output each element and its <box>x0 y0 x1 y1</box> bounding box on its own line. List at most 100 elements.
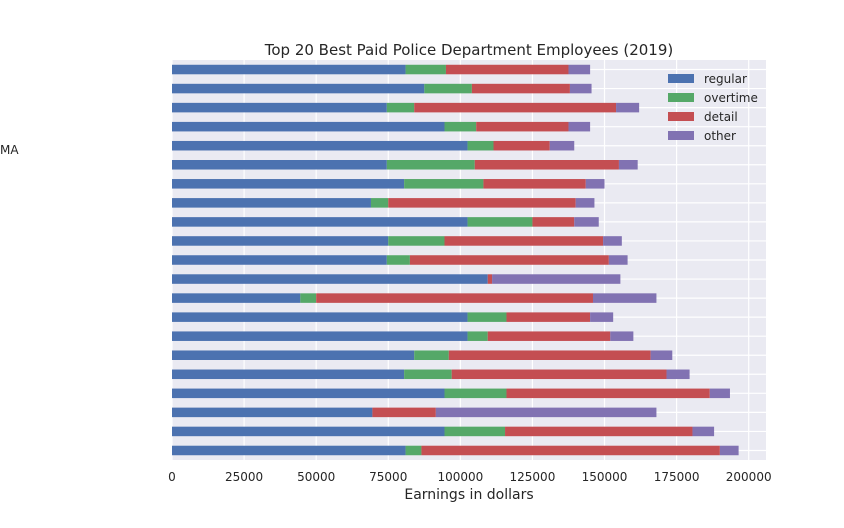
legend-swatch-regular <box>668 74 694 83</box>
bar-segment-regular <box>172 64 406 75</box>
bar-segment-other <box>568 64 591 75</box>
bar-segment-overtime <box>388 236 445 246</box>
bar-segment-overtime <box>467 312 507 322</box>
bar-segment-detail <box>474 160 619 170</box>
bar-segment-detail <box>493 140 550 151</box>
bar-segment-detail <box>505 426 693 437</box>
bar-segment-regular <box>172 426 445 437</box>
bar-segment-other <box>549 140 575 151</box>
bar-segment-detail <box>316 293 593 303</box>
bar-segment-overtime <box>405 445 422 456</box>
bar-segment-regular <box>172 102 387 113</box>
bar-segment-overtime <box>467 140 494 151</box>
bar-segment-overtime <box>414 350 449 360</box>
bar-segment-regular <box>172 255 387 265</box>
legend: regular overtime detail other <box>668 72 758 143</box>
bar-segment-overtime <box>370 198 389 208</box>
bar-segment-other <box>666 369 690 380</box>
bar-segment-other <box>603 236 622 246</box>
x-tick-label: 200000 <box>726 470 772 484</box>
bar-segment-regular <box>172 274 488 284</box>
bar-segment-detail <box>388 198 576 208</box>
bar-segment-detail <box>483 179 586 189</box>
bar-segment-overtime <box>386 255 410 265</box>
bar-segment-detail <box>471 83 570 94</box>
x-tick-label: 125000 <box>510 470 556 484</box>
bar-segment-other <box>709 388 730 399</box>
bar-segment-overtime <box>386 160 475 170</box>
bar-segment-overtime <box>405 64 446 75</box>
x-ticks: 0 25000 50000 75000 100000 125000 150000 175000… <box>168 470 771 484</box>
side-label: MA <box>0 143 19 157</box>
bar-segment-regular <box>172 121 445 132</box>
bar-segment-other <box>492 274 621 284</box>
bar-segment-detail <box>476 121 569 132</box>
bar-segment-detail <box>409 255 609 265</box>
bar-segment-other <box>585 179 605 189</box>
bar-segment-other <box>435 407 657 418</box>
bar-segment-other <box>719 445 739 456</box>
bar-segment-overtime <box>444 121 477 132</box>
bar-segment-other <box>610 331 634 341</box>
legend-label-detail: detail <box>704 110 738 124</box>
bar-segment-regular <box>172 331 468 341</box>
bar-segment-detail <box>414 102 617 113</box>
bar-segment-overtime <box>467 331 488 341</box>
bar-segment-regular <box>172 407 373 418</box>
bar-segment-regular <box>172 293 301 303</box>
bar-segment-regular <box>172 83 425 94</box>
bar-segment-detail <box>532 217 575 227</box>
bar-segment-regular <box>172 198 371 208</box>
bar-segment-overtime <box>444 388 507 399</box>
x-tick-label: 175000 <box>654 470 700 484</box>
x-tick-label: 50000 <box>297 470 335 484</box>
chart-title: Top 20 Best Paid Police Department Emplo… <box>264 41 674 59</box>
bar-segment-regular <box>172 236 389 246</box>
bar-segment-regular <box>172 350 415 360</box>
bar-segment-other <box>575 198 595 208</box>
bar-segment-overtime <box>300 293 317 303</box>
bar-segment-detail <box>506 388 710 399</box>
legend-label-regular: regular <box>704 72 747 86</box>
bar-segment-detail <box>487 331 611 341</box>
bars <box>172 64 739 456</box>
bar-segment-regular <box>172 140 468 151</box>
bar-segment-regular <box>172 217 468 227</box>
bar-segment-detail <box>445 64 569 75</box>
bar-segment-detail <box>444 236 604 246</box>
bar-segment-other <box>592 293 657 303</box>
x-axis-label: Earnings in dollars <box>404 487 533 503</box>
bar-segment-regular <box>172 312 468 322</box>
bar-segment-detail <box>451 369 667 380</box>
bar-segment-other <box>618 160 638 170</box>
bar-segment-detail <box>421 445 720 456</box>
bar-segment-regular <box>172 369 405 380</box>
bar-segment-overtime <box>404 179 484 189</box>
bar-segment-regular <box>172 160 387 170</box>
bar-segment-detail <box>448 350 651 360</box>
legend-label-overtime: overtime <box>704 91 758 105</box>
legend-label-other: other <box>704 129 736 143</box>
bar-segment-other <box>569 83 592 94</box>
bar-segment-overtime <box>467 217 533 227</box>
bar-segment-overtime <box>424 83 472 94</box>
bar-segment-other <box>616 102 640 113</box>
bar-segment-regular <box>172 445 406 456</box>
bar-segment-regular <box>172 179 405 189</box>
bar-segment-other <box>574 217 599 227</box>
bar-segment-detail <box>372 407 436 418</box>
bar-segment-other <box>608 255 628 265</box>
x-tick-label: 75000 <box>369 470 407 484</box>
x-tick-label: 100000 <box>437 470 483 484</box>
legend-swatch-detail <box>668 112 694 121</box>
bar-segment-detail <box>487 274 493 284</box>
bar-segment-other <box>568 121 591 132</box>
bar-segment-detail <box>506 312 591 322</box>
bar-segment-other <box>692 426 715 437</box>
bar-segment-overtime <box>444 426 506 437</box>
bar-segment-overtime <box>386 102 415 113</box>
x-tick-label: 25000 <box>225 470 263 484</box>
bar-segment-other <box>590 312 614 322</box>
x-tick-label: 0 <box>168 470 176 484</box>
